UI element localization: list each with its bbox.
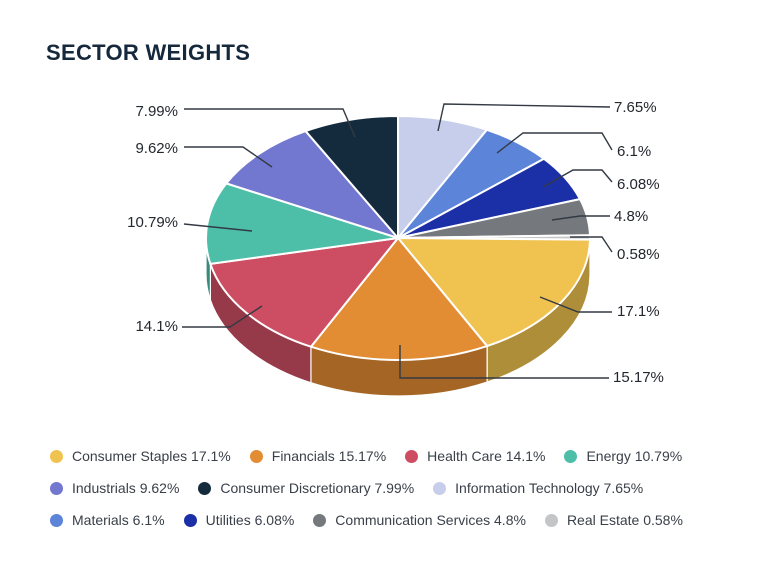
legend-row: Industrials 9.62% Consumer Discretionary …: [50, 480, 683, 496]
pie-slice[interactable]: [304, 115, 399, 239]
slice-value-label: 17.1%: [617, 303, 660, 320]
legend-label: Information Technology 7.65%: [455, 480, 644, 496]
legend-color-dot: [405, 449, 419, 463]
legend-color-dot: [433, 481, 447, 495]
legend-color-dot: [198, 481, 212, 495]
slice-value-label: 6.08%: [617, 176, 660, 193]
legend-item[interactable]: Communication Services 4.8%: [313, 512, 526, 528]
leader-line: [183, 223, 253, 232]
leader-line: [184, 146, 273, 168]
leader-line: [399, 345, 609, 379]
leader-line: [542, 169, 613, 188]
legend-item[interactable]: Utilities 6.08%: [183, 512, 295, 528]
leader-line: [437, 103, 611, 132]
pie-slice[interactable]: [209, 237, 399, 348]
legend-color-dot: [313, 513, 327, 527]
legend-label: Energy 10.79%: [586, 448, 683, 464]
leader-line: [496, 132, 613, 154]
slice-value-label: 9.62%: [135, 140, 178, 157]
legend-label: Industrials 9.62%: [72, 480, 180, 496]
slice-value-label: 7.99%: [135, 103, 178, 120]
chart-legend: Consumer Staples 17.1% Financials 15.17% H…: [50, 448, 683, 528]
legend-color-dot: [544, 513, 558, 527]
leader-line: [551, 215, 610, 221]
leader-line: [184, 108, 356, 138]
legend-label: Real Estate 0.58%: [566, 512, 683, 528]
slice-value-label: 14.1%: [135, 318, 178, 335]
legend-item[interactable]: Financials 15.17%: [249, 448, 387, 464]
pie-slice[interactable]: [225, 130, 399, 239]
legend-color-dot: [50, 481, 63, 495]
legend-label: Health Care 14.1%: [427, 448, 546, 464]
legend-label: Communication Services 4.8%: [335, 512, 526, 528]
legend-color-dot: [183, 513, 197, 527]
legend-color-dot: [249, 449, 263, 463]
legend-item[interactable]: Materials 6.1%: [50, 512, 165, 528]
legend-item[interactable]: Consumer Staples 17.1%: [50, 448, 231, 464]
legend-color-dot: [50, 449, 63, 463]
slice-value-label: 10.79%: [127, 214, 178, 231]
pie-slice[interactable]: [309, 237, 489, 361]
slice-value-label: 15.17%: [613, 369, 664, 386]
legend-row: Materials 6.1% Utilities 6.08% Communicati…: [50, 512, 683, 528]
legend-item[interactable]: Consumer Discretionary 7.99%: [198, 480, 414, 496]
leader-line: [182, 305, 263, 328]
leader-line: [570, 236, 613, 253]
leader-line: [539, 296, 612, 313]
legend-label: Consumer Discretionary 7.99%: [220, 480, 415, 496]
legend-item[interactable]: Industrials 9.62%: [50, 480, 179, 496]
legend-label: Materials 6.1%: [72, 512, 165, 528]
legend-row: Consumer Staples 17.1% Financials 15.17% H…: [50, 448, 683, 464]
legend-item[interactable]: Information Technology 7.65%: [433, 480, 643, 496]
slice-value-label: 0.58%: [617, 246, 660, 263]
sector-weights-pie-chart: 7.65% 6.1% 6.08% 4.8% 0.58% 17.1% 15.17% 14.1% 1…: [127, 99, 664, 397]
legend-label: Consumer Staples 17.1%: [72, 448, 231, 464]
legend-color-dot: [564, 449, 578, 463]
slice-value-label: 7.65%: [614, 99, 657, 116]
slice-value-label: 6.1%: [617, 143, 651, 160]
legend-color-dot: [50, 513, 63, 527]
slice-value-label: 4.8%: [614, 208, 648, 225]
page-title: SECTOR WEIGHTS: [46, 40, 251, 65]
legend-item[interactable]: Real Estate 0.58%: [544, 512, 683, 528]
legend-item[interactable]: Health Care 14.1%: [405, 448, 545, 464]
pie-slice[interactable]: [397, 237, 591, 348]
legend-item[interactable]: Energy 10.79%: [564, 448, 682, 464]
legend-label: Financials 15.17%: [271, 448, 387, 464]
pie-slice[interactable]: [205, 182, 399, 265]
legend-label: Utilities 6.08%: [205, 512, 295, 528]
